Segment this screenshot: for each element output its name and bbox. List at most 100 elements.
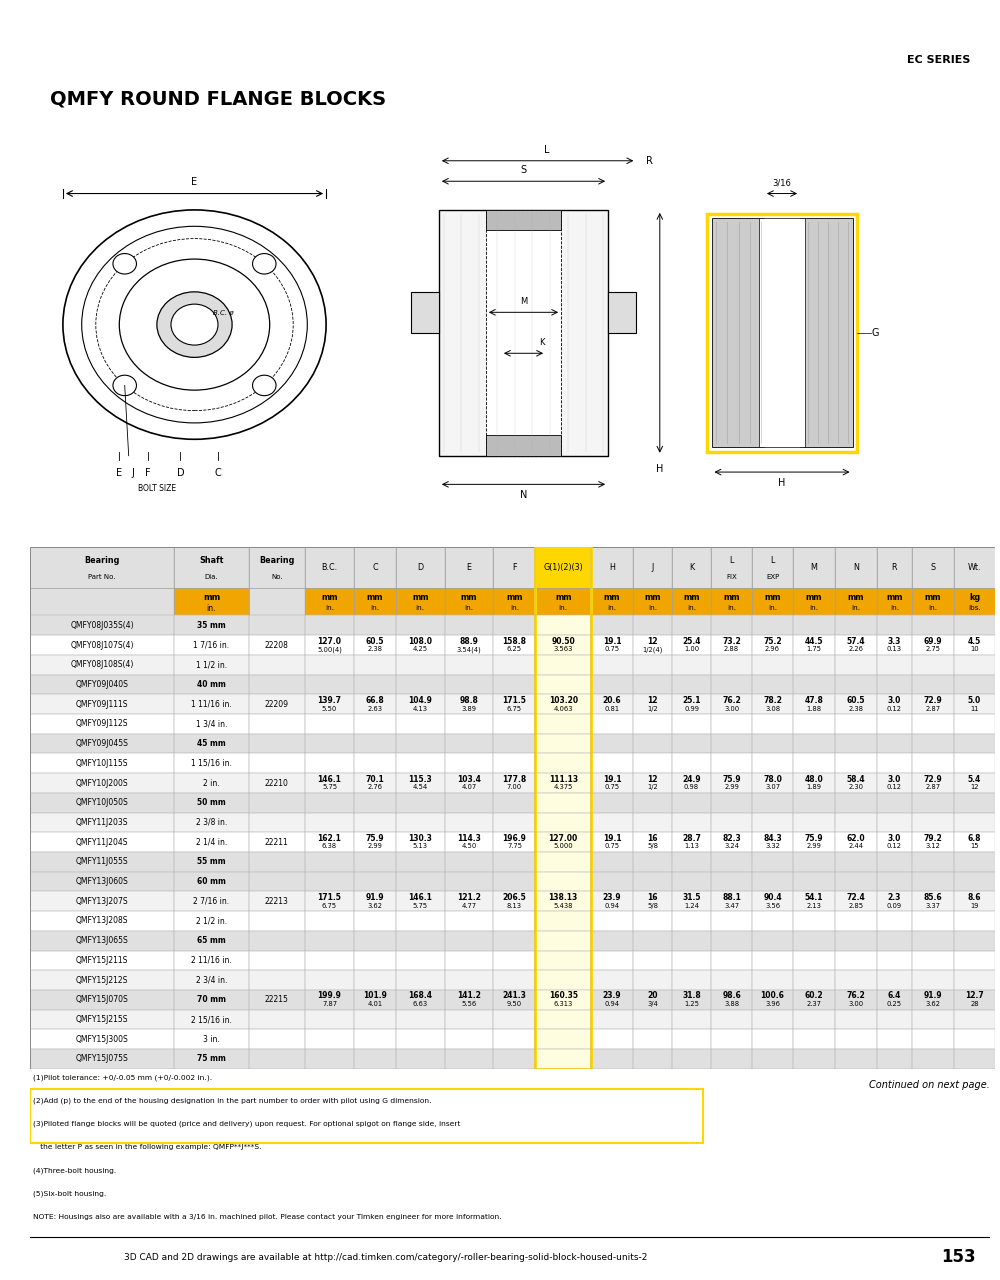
Bar [30,589,174,616]
Text: 5.438: 5.438 [553,902,573,909]
Bar [672,911,711,931]
Text: mm: mm [723,593,740,602]
Bar [305,635,354,655]
Bar [354,792,396,813]
Text: in.: in. [510,605,519,611]
Bar [793,832,835,852]
Text: 0.13: 0.13 [887,646,902,653]
Bar [672,1050,711,1069]
Text: 101.9: 101.9 [363,992,387,1001]
Text: 55 mm: 55 mm [197,858,226,867]
Bar [30,970,174,989]
Bar [354,694,396,714]
Bar [535,754,591,773]
Bar [633,616,672,635]
Bar [493,547,535,589]
Bar [752,970,793,989]
Bar [305,675,354,694]
Bar [912,733,954,754]
Text: 28.7: 28.7 [682,833,701,842]
Text: C: C [372,563,378,572]
Text: 9.50: 9.50 [507,1001,522,1007]
Text: 3.88: 3.88 [724,1001,739,1007]
Bar [493,872,535,891]
Bar [835,813,877,832]
Text: 57.4: 57.4 [847,636,865,645]
Text: QMFY10J115S: QMFY10J115S [76,759,128,768]
Text: QMFY11J204S: QMFY11J204S [76,837,128,846]
Bar [877,589,912,616]
Bar [493,1050,535,1069]
Bar [877,951,912,970]
Bar [912,675,954,694]
Bar [445,911,493,931]
Text: K: K [689,563,694,572]
Bar [711,1029,752,1050]
Text: 111.13: 111.13 [549,774,578,783]
Text: 48.0: 48.0 [805,774,823,783]
Text: G: G [871,328,879,338]
Text: in.: in. [928,605,938,611]
Bar [249,931,305,951]
Text: 70.1: 70.1 [366,774,384,783]
Bar [396,773,445,792]
Text: in.: in. [325,605,334,611]
Bar [493,733,535,754]
Bar [30,655,174,675]
Bar [672,872,711,891]
Text: in.: in. [559,605,568,611]
Bar [411,292,439,333]
Text: 0.75: 0.75 [604,785,620,790]
Text: 3.0: 3.0 [888,696,901,705]
Text: 171.5: 171.5 [318,893,341,902]
Bar [535,655,591,675]
Bar [535,931,591,951]
Bar [877,792,912,813]
Bar [954,714,995,733]
Bar [954,754,995,773]
Text: J: J [132,468,135,477]
Text: 1 1/2 in.: 1 1/2 in. [196,660,227,669]
Bar [591,655,633,675]
Bar [30,891,174,911]
Bar [249,951,305,970]
Text: 1/2: 1/2 [647,785,658,790]
Bar [835,675,877,694]
Bar [835,635,877,655]
Text: 1 7/16 in.: 1 7/16 in. [193,640,230,649]
Bar [30,694,174,714]
Text: 75.9: 75.9 [722,774,741,783]
Text: 108.0: 108.0 [408,636,432,645]
Bar [30,989,174,1010]
Bar [535,1029,591,1050]
Text: 5.50: 5.50 [322,705,337,712]
Bar [493,951,535,970]
Bar [354,931,396,951]
Text: 1/2(4): 1/2(4) [642,646,663,653]
Bar [752,675,793,694]
Bar [591,773,633,792]
Bar [591,832,633,852]
Bar [493,694,535,714]
Bar [752,589,793,616]
Bar [912,1010,954,1029]
Text: mm: mm [806,593,822,602]
Bar [835,547,877,589]
Bar [174,547,249,589]
Text: 2.26: 2.26 [848,646,863,653]
Bar [354,832,396,852]
Bar [912,547,954,589]
Bar [591,911,633,931]
Text: D: D [177,468,184,477]
Bar [633,891,672,911]
Text: 19.1: 19.1 [603,774,621,783]
Text: QMFY ROUND FLANGE BLOCKS: QMFY ROUND FLANGE BLOCKS [50,90,386,108]
Text: 35 mm: 35 mm [197,621,226,630]
Bar [174,616,249,635]
Bar [633,655,672,675]
Text: 60.5: 60.5 [847,696,865,705]
Text: QMFY13J207S: QMFY13J207S [76,897,129,906]
Bar [877,675,912,694]
Bar [711,792,752,813]
Bar [354,589,396,616]
